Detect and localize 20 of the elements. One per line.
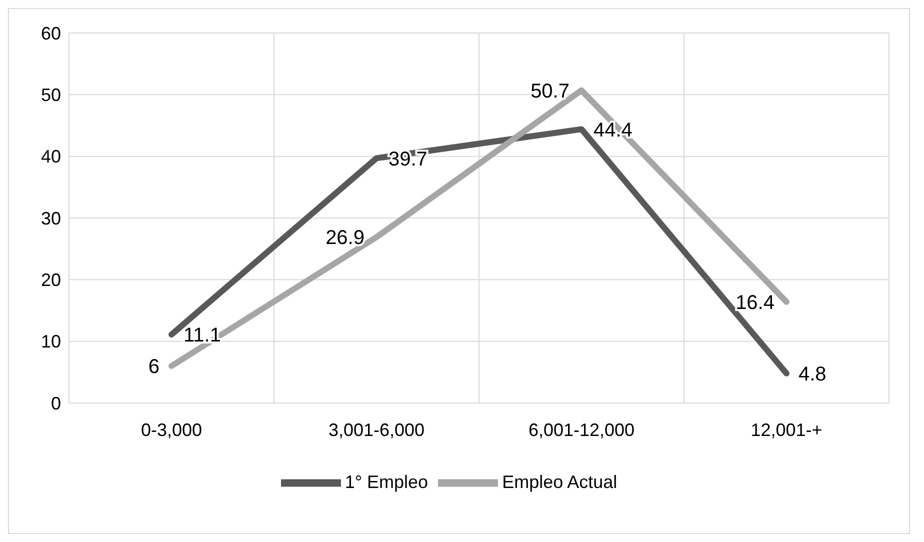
x-tick-label: 6,001-12,000: [528, 420, 635, 440]
y-tick-label: 10: [40, 332, 61, 352]
y-tick-label: 40: [40, 146, 61, 167]
data-label: 44.4: [594, 119, 632, 142]
data-label: 26.9: [326, 227, 364, 250]
x-tick-label: 12,001-+: [750, 420, 822, 440]
y-tick-label: 30: [40, 208, 61, 228]
y-tick-label: 60: [40, 23, 61, 44]
y-tick-label: 20: [40, 270, 61, 290]
x-tick-label: 3,001-6,000: [328, 420, 425, 440]
legend-label: 1° Empleo: [344, 472, 428, 492]
x-tick-label: 0-3,000: [140, 420, 202, 440]
data-label: 4.8: [798, 364, 826, 386]
data-label: 50.7: [530, 80, 570, 102]
y-tick-label: 50: [40, 85, 61, 106]
data-label: 16.4: [736, 292, 774, 314]
data-label: 11.1: [184, 324, 221, 347]
y-tick-label: 0: [50, 393, 61, 414]
legend-label: Empleo Actual: [502, 472, 618, 492]
data-label: 6: [148, 356, 160, 378]
